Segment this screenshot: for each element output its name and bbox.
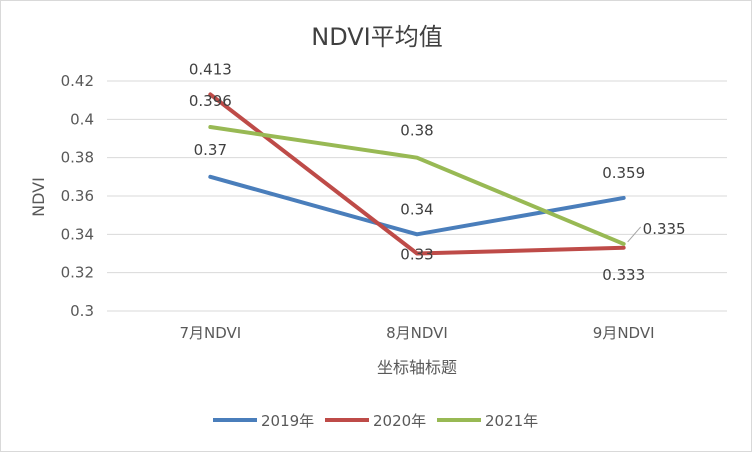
y-tick-label: 0.4 (70, 110, 94, 128)
data-label: 0.335 (643, 220, 686, 238)
series-line (208, 125, 626, 246)
y-axis-title: NDVI (29, 177, 48, 217)
y-tick-label: 0.3 (70, 302, 94, 320)
chart-title: NDVI平均值 (311, 23, 443, 51)
y-tick-label: 0.34 (61, 225, 94, 243)
series-line (208, 92, 626, 256)
data-label: 0.34 (400, 200, 433, 218)
legend-label: 2019年 (261, 412, 314, 430)
data-label: 0.38 (400, 122, 433, 140)
label-leader-line (627, 226, 642, 243)
data-label: 0.333 (602, 266, 645, 284)
data-label: 0.37 (194, 141, 227, 159)
data-labels: 0.37 0.34 0.359 0.413 0.33 0.333 0.396 0.38 0.33… (189, 60, 686, 283)
x-axis-title: 坐标轴标题 (377, 358, 457, 377)
legend: 2019年 2020年 2021年 (213, 412, 538, 430)
series-lines (208, 92, 626, 256)
x-axis-ticks: 7月NDVI 8月NDVI 9月NDVI (179, 324, 654, 342)
y-tick-label: 0.42 (61, 72, 94, 90)
data-label: 0.33 (400, 246, 433, 264)
data-label: 0.413 (189, 60, 232, 78)
y-tick-label: 0.38 (61, 149, 94, 167)
y-tick-label: 0.32 (61, 264, 94, 282)
y-axis-ticks: 0.3 0.32 0.34 0.36 0.38 0.4 0.42 (61, 72, 94, 320)
x-tick-label: 8月NDVI (386, 324, 448, 342)
data-label: 0.396 (189, 92, 232, 110)
legend-label: 2020年 (373, 412, 426, 430)
x-tick-label: 7月NDVI (179, 324, 241, 342)
series-line (208, 174, 626, 237)
y-tick-label: 0.36 (61, 187, 94, 205)
x-tick-label: 9月NDVI (593, 324, 655, 342)
legend-label: 2021年 (485, 412, 538, 430)
data-label: 0.359 (602, 164, 645, 182)
